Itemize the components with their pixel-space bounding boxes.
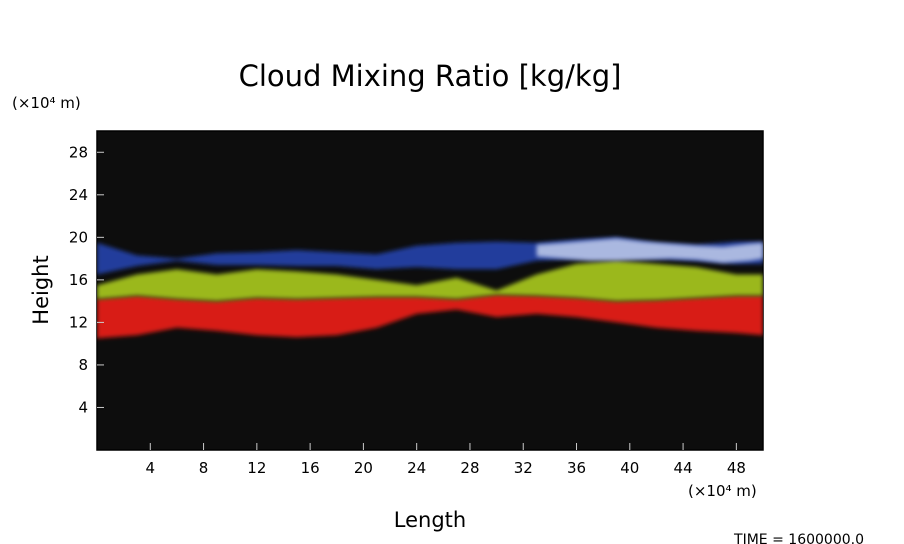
cloud-layer-4 <box>536 238 763 263</box>
x-tick-label: 48 <box>727 459 746 477</box>
y-tick-label: 12 <box>69 313 88 331</box>
x-tick-label: 4 <box>146 459 156 477</box>
x-tick-label: 36 <box>567 459 586 477</box>
x-axis: 4 8 12 16 20 24 28 32 36 40 44 48 <box>146 443 746 477</box>
x-tick-label: 24 <box>407 459 426 477</box>
y-axis-label: Height <box>29 255 53 324</box>
y-tick-label: 16 <box>69 271 88 289</box>
x-tick-label: 44 <box>674 459 693 477</box>
x-tick-label: 28 <box>460 459 479 477</box>
y-tick-label: 24 <box>69 186 88 204</box>
cloud-layer-1 <box>97 294 763 339</box>
y-tick-label: 20 <box>69 228 88 246</box>
x-tick-label: 20 <box>354 459 373 477</box>
x-tick-label: 16 <box>301 459 320 477</box>
y-tick-label: 8 <box>78 356 88 374</box>
y-axis: 4 8 12 16 20 24 28 <box>69 143 104 416</box>
x-axis-label: Length <box>394 508 466 532</box>
y-tick-label: 4 <box>78 398 88 416</box>
cloud-layers <box>97 237 763 339</box>
y-axis-unit: (×10⁴ m) <box>12 94 81 112</box>
chart-title: Cloud Mixing Ratio [kg/kg] <box>239 59 622 93</box>
x-axis-unit: (×10⁴ m) <box>688 482 757 500</box>
y-tick-label: 28 <box>69 143 88 161</box>
time-readout: TIME = 1600000.0 <box>733 532 864 544</box>
x-tick-label: 40 <box>620 459 639 477</box>
x-tick-label: 12 <box>247 459 266 477</box>
cloud-layer-2 <box>97 260 763 302</box>
x-tick-label: 8 <box>199 459 209 477</box>
x-tick-label: 32 <box>514 459 533 477</box>
